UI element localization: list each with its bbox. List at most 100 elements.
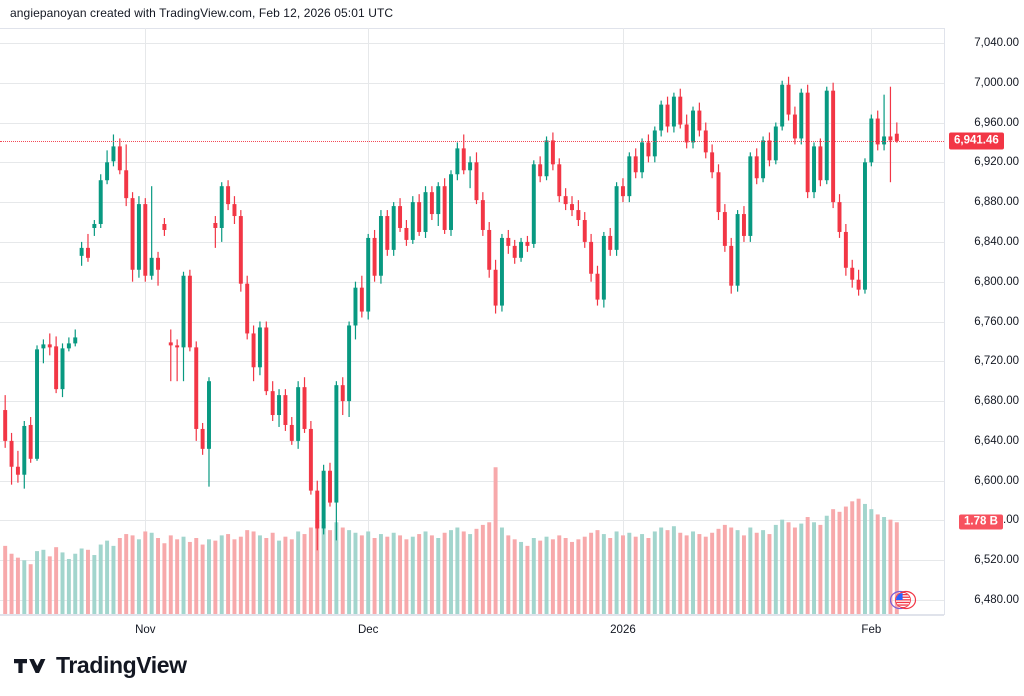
volume-bar (117, 538, 122, 614)
volume-bar (716, 528, 721, 614)
volume-bar (347, 530, 352, 614)
volume-bar (805, 517, 810, 614)
volume-bar (28, 564, 33, 614)
attribution-text: angiepanoyan created with TradingView.co… (10, 6, 394, 20)
price-scale[interactable]: 7,040.00 7,000.00 6,960.00 6,920.00 6,880.00… (944, 28, 1024, 615)
volume-bar (359, 535, 364, 614)
candle-body (468, 162, 473, 171)
gridline-vertical (368, 28, 370, 615)
candle-body (818, 146, 823, 181)
volume-bar (213, 540, 218, 615)
candle-body (238, 216, 243, 284)
volume-bar (671, 526, 676, 614)
price-tick-label: 7,000.00 (974, 76, 1019, 89)
chart-plot-area[interactable] (0, 28, 944, 615)
candle-body (28, 424, 33, 459)
candle-body (136, 204, 141, 270)
candle-body (582, 220, 587, 242)
price-tick-label: 6,960.00 (974, 116, 1019, 129)
candle-body (474, 162, 479, 201)
candle-wick (469, 156, 471, 189)
current-price-line (0, 140, 944, 142)
candle-body (519, 241, 524, 258)
volume-bar (563, 538, 568, 614)
candle-body (86, 247, 90, 258)
candle-body (328, 470, 332, 503)
candle-body (691, 110, 695, 143)
candle-body (888, 136, 893, 141)
candle-body (219, 186, 224, 228)
volume-bar (315, 519, 320, 614)
volume-bar (238, 536, 243, 614)
candle-body (837, 202, 842, 232)
candle-body (66, 343, 71, 349)
candle-body (175, 345, 180, 348)
volume-bar (875, 514, 880, 614)
volume-bar (748, 527, 753, 614)
candle-body (856, 279, 861, 290)
candle-wick (214, 216, 216, 248)
candle-body (792, 114, 797, 139)
candle-body (9, 440, 14, 467)
candle-body (863, 162, 867, 290)
candle-wick (176, 339, 178, 382)
tradingview-logo-icon (14, 658, 46, 673)
volume-bar (442, 532, 447, 614)
volume-bar (691, 531, 695, 614)
candle-body (162, 224, 167, 230)
candle-body (640, 142, 645, 173)
candle-body (334, 385, 339, 503)
price-candles (3, 76, 899, 551)
price-tick-label: 6,480.00 (974, 594, 1019, 607)
candle-body (735, 214, 740, 286)
candle-body (359, 287, 364, 312)
time-scale[interactable]: Nov Dec 2026 Feb (0, 615, 944, 646)
time-tick-label: 2026 (610, 624, 636, 636)
price-tick-label: 6,720.00 (974, 355, 1019, 368)
volume-bar (773, 524, 778, 614)
volume-bar (264, 538, 269, 614)
volume-bar (582, 536, 587, 614)
candle-body (213, 223, 218, 228)
volume-bar (296, 531, 301, 614)
candle-body (92, 224, 97, 228)
volume-bar (633, 536, 638, 614)
candle-body (570, 204, 574, 211)
candle-wick (889, 86, 892, 183)
candle-body (105, 162, 110, 181)
volume-bar (308, 527, 313, 614)
candle-body (289, 424, 294, 441)
candle-body (601, 235, 606, 300)
candle-body (678, 96, 683, 125)
candle-wick (151, 186, 153, 280)
candle-body (710, 152, 715, 173)
gridline-horizontal (0, 321, 944, 323)
candle-body (748, 156, 753, 236)
candle-wick (170, 329, 172, 382)
candle-body (22, 425, 27, 475)
candle-body (60, 348, 65, 390)
candle-body (722, 212, 727, 246)
volume-bar (856, 498, 861, 614)
volume-bar (608, 538, 613, 614)
volume-bar (735, 530, 740, 614)
volume-bar (200, 544, 205, 614)
volume-bar (837, 511, 842, 614)
volume-bar (257, 535, 262, 614)
candle-body (684, 124, 689, 143)
candle-body (786, 84, 791, 115)
volume-bar (334, 522, 339, 614)
volume-bar (792, 527, 797, 614)
candle-body (538, 164, 543, 177)
candlestick-series (3, 76, 899, 615)
volume-bar (544, 536, 549, 614)
us-flag-badge-icon (889, 590, 917, 610)
volume-bar (175, 539, 180, 614)
volume-bar (812, 522, 816, 614)
candle-body (697, 110, 702, 131)
candle-body (487, 229, 492, 270)
volume-bar (340, 527, 345, 614)
candle-body (493, 269, 498, 306)
volume-bar (646, 538, 651, 614)
volume-bar (105, 540, 110, 615)
